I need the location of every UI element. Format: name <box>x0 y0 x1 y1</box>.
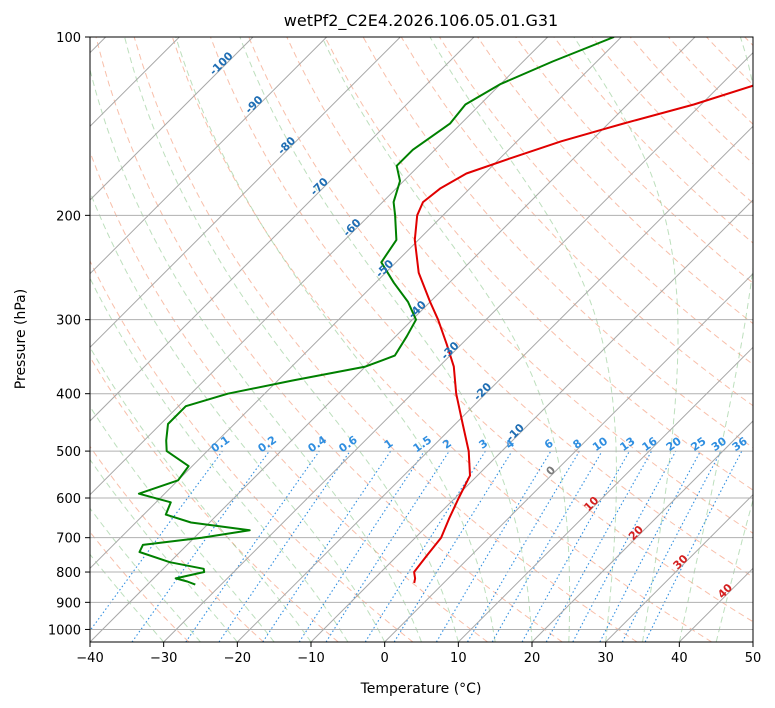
moist-adiabat <box>175 37 496 642</box>
mixing-ratio-line <box>325 450 450 642</box>
x-axis-title: Temperature (°C) <box>360 681 482 697</box>
y-tick-label: 400 <box>56 388 81 403</box>
mixing-ratio-line <box>572 450 677 642</box>
mixing-ratio-line <box>131 450 270 642</box>
mixing-ratio-line <box>393 450 513 642</box>
chart-title: wetPf2_C2E4.2026.106.05.01.G31 <box>284 11 558 31</box>
y-tick-label: 800 <box>56 566 81 581</box>
dewpoint-line <box>137 37 615 586</box>
dry-adiabat <box>133 37 638 642</box>
isotherm-gridlines <box>90 37 753 642</box>
y-tick-label: 600 <box>56 492 81 507</box>
isotherm-line <box>605 493 753 642</box>
moist-adiabat <box>715 498 753 642</box>
dry-adiabat <box>515 37 753 284</box>
x-tick-label: 30 <box>597 651 614 666</box>
mixing-ratio-line <box>218 450 351 642</box>
mixing-ratio-line <box>90 450 223 632</box>
moist-adiabats <box>90 37 753 642</box>
x-tick-label: 20 <box>524 651 541 666</box>
isotherm-line <box>90 37 549 496</box>
x-tick-label: 10 <box>450 651 467 666</box>
moist-adiabat <box>239 37 533 642</box>
isotherm-line <box>90 37 475 422</box>
temperature-line <box>413 84 753 584</box>
isotherm-line <box>90 37 254 201</box>
y-tick-label: 700 <box>56 532 81 547</box>
dry-adiabat <box>90 445 264 642</box>
isotherm-line <box>163 51 753 642</box>
dry-adiabat <box>248 37 753 578</box>
y-tick-label: 900 <box>56 596 81 611</box>
dry-adiabat <box>324 37 753 491</box>
x-tick-label: 40 <box>671 651 688 666</box>
mixing-ratio-line <box>521 450 630 642</box>
dry-adiabat <box>90 259 414 642</box>
y-axis-title: Pressure (hPa) <box>13 289 29 389</box>
mixing-ratio-line <box>262 450 392 642</box>
isotherm-line <box>90 37 401 349</box>
moist-adiabat <box>90 67 422 642</box>
dry-adiabat <box>286 37 753 534</box>
dry-adiabat <box>210 37 753 623</box>
y-tick-label: 500 <box>56 445 81 460</box>
dry-adiabats <box>90 37 753 642</box>
x-tick-label: −40 <box>76 651 103 666</box>
moist-adiabat <box>429 37 617 642</box>
y-tick-label: 100 <box>56 31 81 46</box>
y-tick-label: 300 <box>56 314 81 329</box>
y-tick-label: 200 <box>56 209 81 224</box>
x-tick-label: 0 <box>381 651 389 666</box>
mixing-ratio-lines <box>90 450 743 642</box>
moist-adiabat <box>90 507 201 642</box>
isotherm-line <box>90 37 696 642</box>
isotherm-line <box>310 199 753 642</box>
dry-adiabat <box>171 37 712 642</box>
mixing-ratio-line <box>644 450 743 642</box>
y-tick-label: 1000 <box>48 623 81 638</box>
isotherm-line <box>531 420 753 642</box>
isotherm-line <box>90 37 328 275</box>
x-tick-label: −20 <box>224 651 251 666</box>
series-lines <box>137 37 753 586</box>
isotherm-line <box>236 125 753 642</box>
moist-adiabat <box>573 37 679 642</box>
moist-adiabat <box>321 37 571 642</box>
moist-adiabat <box>90 277 349 642</box>
moist-adiabat <box>90 553 165 642</box>
moist-adiabat <box>678 37 753 642</box>
mixing-ratio-line <box>298 450 425 642</box>
dry-adiabat <box>90 356 339 642</box>
dry-adiabat <box>95 37 563 642</box>
mixing-ratio-line <box>545 450 653 642</box>
moist-adiabat <box>90 405 275 642</box>
x-axis-ticks: −40 −30 −20 −10 0 10 20 30 40 50 <box>76 642 761 666</box>
x-tick-label: −30 <box>150 651 177 666</box>
isotherm-line <box>384 272 753 642</box>
moist-adiabat <box>90 458 238 642</box>
mixing-ratio-line <box>185 450 320 642</box>
x-tick-label: −10 <box>297 651 324 666</box>
isotherm-line <box>457 346 753 642</box>
moist-adiabat <box>90 190 386 642</box>
x-tick-label: 50 <box>745 651 762 666</box>
plot-frame <box>89 36 754 643</box>
moist-adiabat <box>124 37 459 642</box>
y-axis-ticks: 100 200 300 400 500 600 700 800 900 1000 <box>48 31 90 638</box>
isotherm-line <box>90 37 622 570</box>
